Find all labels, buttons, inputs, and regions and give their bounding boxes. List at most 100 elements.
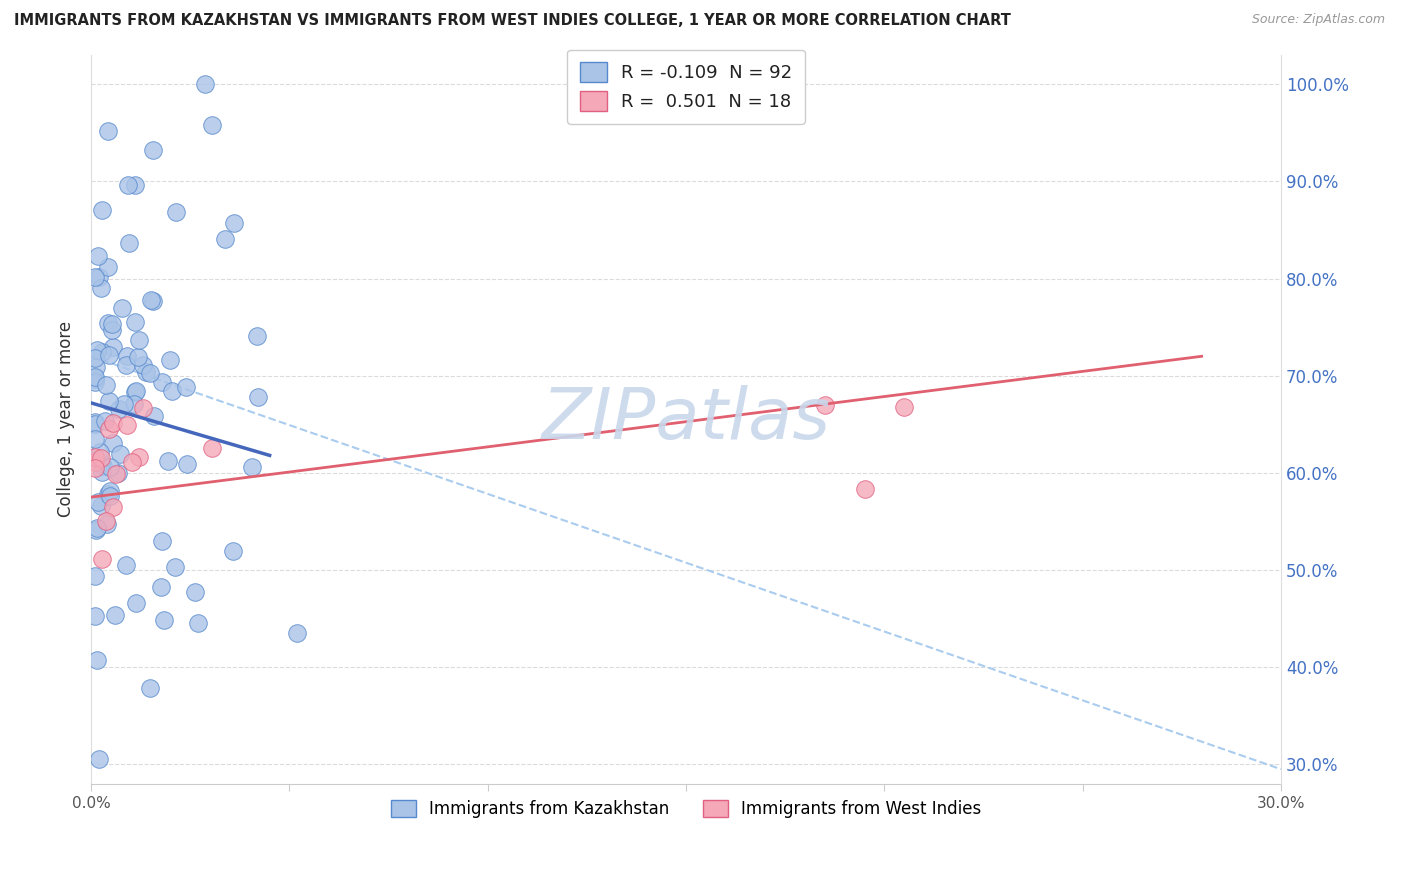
Point bbox=[90, 280, 112, 294]
Point bbox=[124, 315, 146, 329]
Point bbox=[97, 348, 120, 362]
Point bbox=[201, 118, 224, 132]
Point bbox=[97, 260, 120, 275]
Point bbox=[89, 444, 111, 458]
Point bbox=[84, 432, 107, 446]
Point bbox=[246, 329, 269, 343]
Point bbox=[84, 372, 107, 386]
Point bbox=[112, 397, 135, 411]
Point bbox=[157, 454, 180, 468]
Y-axis label: College, 1 year or more: College, 1 year or more bbox=[58, 321, 75, 517]
Point bbox=[104, 467, 127, 481]
Point bbox=[90, 203, 112, 218]
Point bbox=[101, 317, 124, 331]
Point bbox=[176, 458, 198, 472]
Point bbox=[893, 400, 915, 414]
Legend: Immigrants from Kazakhstan, Immigrants from West Indies: Immigrants from Kazakhstan, Immigrants f… bbox=[382, 791, 990, 826]
Point bbox=[107, 402, 129, 417]
Point bbox=[84, 370, 107, 384]
Point bbox=[159, 353, 181, 368]
Point bbox=[118, 235, 141, 250]
Point bbox=[115, 558, 138, 573]
Point bbox=[84, 450, 107, 465]
Point bbox=[97, 486, 120, 500]
Point bbox=[98, 422, 121, 436]
Point bbox=[174, 380, 197, 394]
Point bbox=[84, 569, 107, 583]
Point bbox=[124, 178, 146, 193]
Point bbox=[128, 333, 150, 347]
Point bbox=[89, 752, 111, 766]
Point bbox=[201, 442, 224, 456]
Point bbox=[124, 384, 146, 399]
Point bbox=[87, 494, 110, 508]
Point bbox=[103, 607, 125, 622]
Point bbox=[98, 489, 121, 503]
Point bbox=[86, 653, 108, 667]
Point bbox=[240, 460, 263, 475]
Point bbox=[142, 409, 165, 424]
Point bbox=[132, 401, 155, 415]
Point bbox=[90, 466, 112, 480]
Point bbox=[97, 124, 120, 138]
Point bbox=[150, 375, 173, 389]
Point bbox=[114, 358, 136, 372]
Point bbox=[89, 270, 111, 285]
Point bbox=[91, 552, 114, 566]
Point bbox=[184, 585, 207, 599]
Point bbox=[84, 359, 107, 374]
Point bbox=[96, 378, 118, 392]
Point bbox=[98, 484, 121, 499]
Point bbox=[96, 516, 118, 531]
Text: ZIPatlas: ZIPatlas bbox=[541, 385, 831, 454]
Point bbox=[122, 396, 145, 410]
Point bbox=[117, 178, 139, 193]
Point bbox=[139, 293, 162, 307]
Point bbox=[110, 301, 132, 315]
Point bbox=[96, 316, 118, 330]
Point bbox=[115, 349, 138, 363]
Point bbox=[98, 459, 121, 474]
Point bbox=[214, 232, 236, 246]
Text: IMMIGRANTS FROM KAZAKHSTAN VS IMMIGRANTS FROM WEST INDIES COLLEGE, 1 YEAR OR MOR: IMMIGRANTS FROM KAZAKHSTAN VS IMMIGRANTS… bbox=[14, 13, 1011, 29]
Point bbox=[128, 450, 150, 464]
Point bbox=[132, 358, 155, 372]
Point bbox=[814, 398, 837, 412]
Point bbox=[84, 376, 107, 390]
Point bbox=[135, 365, 157, 379]
Point bbox=[90, 456, 112, 470]
Point bbox=[107, 466, 129, 480]
Point bbox=[86, 521, 108, 535]
Point bbox=[101, 436, 124, 450]
Point bbox=[90, 344, 112, 359]
Point bbox=[84, 455, 107, 469]
Point bbox=[142, 294, 165, 309]
Point bbox=[121, 455, 143, 469]
Point bbox=[101, 323, 124, 337]
Point bbox=[84, 461, 107, 475]
Point bbox=[127, 350, 149, 364]
Point bbox=[246, 390, 269, 404]
Point bbox=[84, 415, 107, 429]
Text: Source: ZipAtlas.com: Source: ZipAtlas.com bbox=[1251, 13, 1385, 27]
Point bbox=[124, 596, 146, 610]
Point bbox=[165, 205, 187, 219]
Point bbox=[84, 609, 107, 624]
Point bbox=[194, 77, 217, 91]
Point bbox=[86, 343, 108, 357]
Point bbox=[165, 560, 187, 574]
Point bbox=[103, 340, 125, 354]
Point bbox=[153, 613, 176, 627]
Point bbox=[90, 451, 112, 466]
Point bbox=[150, 534, 173, 549]
Point bbox=[160, 384, 183, 399]
Point bbox=[150, 580, 173, 594]
Point bbox=[91, 458, 114, 473]
Point bbox=[84, 270, 107, 285]
Point bbox=[94, 414, 117, 428]
Point bbox=[90, 499, 112, 513]
Point bbox=[103, 417, 125, 431]
Point bbox=[108, 447, 131, 461]
Point bbox=[853, 482, 876, 496]
Point bbox=[87, 249, 110, 263]
